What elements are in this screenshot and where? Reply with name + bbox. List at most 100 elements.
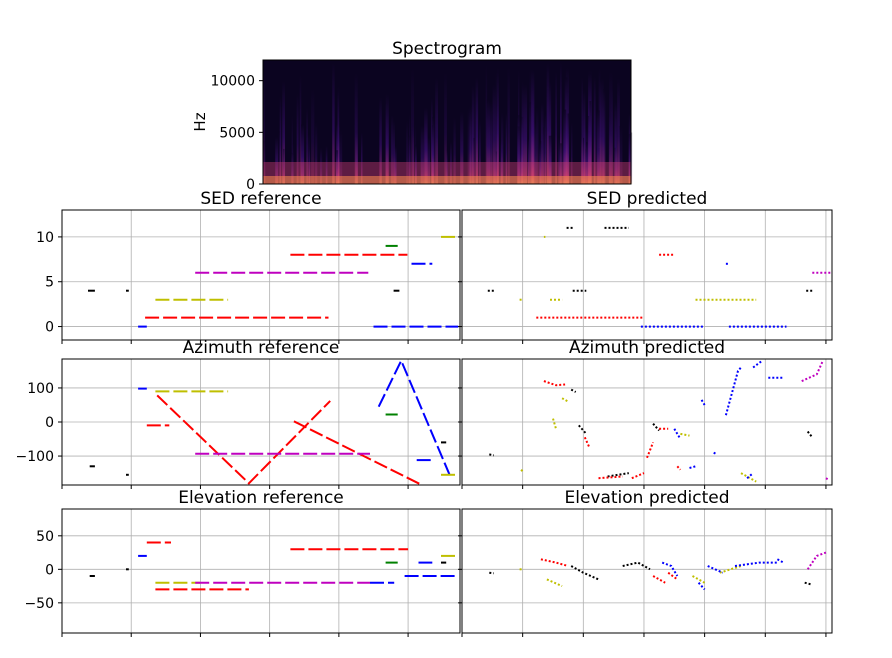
y-tick-label: 0 — [45, 320, 54, 336]
spectrogram-streak — [337, 90, 340, 184]
spectrogram-streak — [411, 68, 415, 184]
axes-frame — [461, 209, 833, 341]
spectrogram-streak — [393, 120, 395, 184]
spectrogram-streak — [360, 132, 363, 184]
spectrogram-streak — [325, 145, 328, 184]
plot-area — [489, 551, 827, 591]
panel-title: Azimuth predicted — [569, 338, 725, 358]
spectrogram-streak — [282, 81, 286, 184]
spectrogram-streak — [571, 122, 573, 184]
spectrogram-streak — [444, 72, 447, 184]
series-4-segment — [801, 360, 824, 383]
spectrogram-streak — [292, 142, 294, 184]
panel-spec: Spectrogram Hz 0 5000 10000 — [191, 39, 633, 193]
spectrogram-streak — [460, 111, 464, 184]
spectrogram-streak — [533, 121, 537, 184]
spectrogram-streak — [427, 137, 431, 184]
series-1-segment — [676, 465, 682, 471]
spectrogram-streak — [299, 74, 302, 184]
spectrogram-streak — [475, 77, 479, 184]
series-2-segment — [546, 578, 563, 588]
spectrogram-streak — [486, 99, 490, 184]
spectrogram-streak — [617, 78, 620, 184]
spectrogram-streak — [263, 140, 266, 184]
spectrogram-streak — [311, 89, 315, 184]
spectrogram-streak — [505, 113, 507, 184]
spectrogram-streak — [548, 135, 552, 184]
y-tick-label: 5000 — [219, 125, 255, 141]
spectrogram-streak — [558, 137, 560, 184]
series-1-segment — [652, 575, 666, 584]
spectrogram-streak — [446, 149, 448, 184]
series-4-segment — [806, 551, 827, 570]
panel-title: Elevation reference — [178, 488, 344, 508]
y-tick-label: 10000 — [210, 74, 255, 90]
series-3-segment — [293, 420, 423, 485]
panel-sed_pred: SED predicted — [458, 189, 833, 344]
spectrogram-streak — [300, 124, 305, 184]
spectrogram-streak — [559, 143, 563, 184]
spectrogram-streak — [500, 112, 504, 184]
plot-area — [487, 226, 832, 328]
spectrogram-streak — [544, 113, 547, 184]
spectrogram-streak — [406, 120, 409, 184]
panel-ele_pred: Elevation predicted — [458, 488, 833, 637]
series-3-segment — [746, 472, 754, 479]
spectrogram-streak — [467, 108, 472, 184]
series-1-segment — [667, 571, 678, 581]
series-0-segment — [622, 561, 651, 571]
series-0-segment — [607, 472, 629, 478]
plot-area — [88, 235, 459, 328]
y-tick-label: −100 — [16, 449, 54, 465]
spectrogram-streak — [609, 72, 613, 184]
series-1-segment — [631, 472, 645, 480]
series-3-segment — [156, 394, 331, 485]
spectrogram-streak — [530, 68, 534, 184]
spectrogram-streak — [529, 102, 531, 184]
spectrogram-streak — [291, 115, 293, 184]
spectrogram-streak — [424, 107, 428, 184]
series-3-segment — [707, 565, 724, 574]
y-tick-label: 100 — [27, 381, 54, 397]
spectrogram-streak — [583, 89, 586, 184]
spectrogram-streak — [549, 81, 552, 184]
spectrogram-streak — [507, 67, 510, 184]
series-2-segment — [520, 469, 524, 473]
series-3-segment — [776, 558, 784, 564]
spectrogram-streak — [581, 77, 584, 184]
spectrogram-streak — [415, 144, 417, 184]
spectrogram-streak — [420, 125, 425, 184]
y-tick-label: 10 — [36, 230, 54, 246]
spectrogram-streak — [315, 122, 318, 184]
series-3-segment — [734, 561, 778, 567]
series-0-segment — [570, 388, 577, 393]
series-1-segment — [598, 475, 623, 480]
series-2-segment — [680, 432, 690, 437]
spectrogram-streak — [517, 126, 521, 184]
spectrogram-streak — [263, 67, 265, 184]
series-1-segment — [540, 558, 569, 567]
panel-title: Azimuth reference — [183, 338, 340, 358]
spectrogram-streak — [546, 63, 550, 185]
series-3-segment — [713, 451, 718, 456]
spectrogram-streak — [593, 76, 596, 184]
spectrogram-streak — [435, 77, 439, 184]
spectrogram-streak — [587, 115, 590, 184]
series-0-segment — [489, 571, 494, 575]
spectrogram-streak — [332, 62, 335, 185]
spectrogram-streak — [408, 135, 411, 184]
spectrogram-streak — [543, 127, 545, 184]
spectrogram-streak — [296, 94, 299, 184]
spectrogram-streak — [394, 145, 397, 184]
spectrogram-streak — [614, 102, 617, 184]
series-0-segment — [489, 453, 495, 457]
y-tick-label: 50 — [36, 529, 54, 545]
spectrogram-streak — [563, 109, 567, 184]
spectrogram-streak — [379, 97, 382, 184]
spectrogram-streak — [339, 130, 343, 184]
series-2-segment — [561, 397, 569, 403]
y-tick-label: 0 — [45, 562, 54, 578]
y-axis-label: Hz — [191, 112, 209, 131]
spectrogram-streak — [488, 101, 493, 184]
